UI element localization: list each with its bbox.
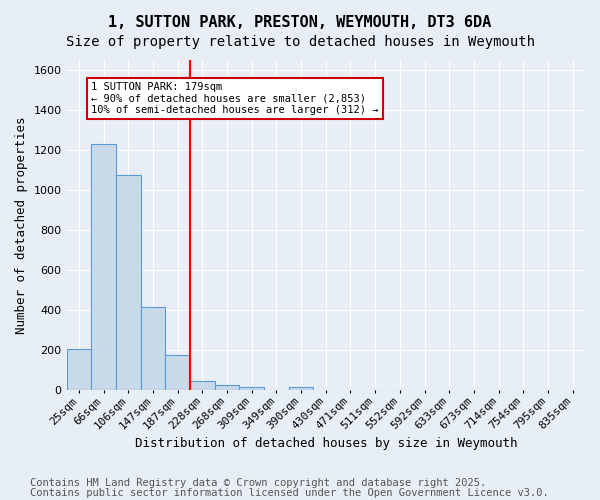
Bar <box>289 387 313 390</box>
Bar <box>91 144 116 390</box>
Bar <box>140 307 165 390</box>
Bar <box>215 385 239 390</box>
X-axis label: Distribution of detached houses by size in Weymouth: Distribution of detached houses by size … <box>134 437 517 450</box>
Bar <box>165 355 190 390</box>
Text: Size of property relative to detached houses in Weymouth: Size of property relative to detached ho… <box>65 35 535 49</box>
Bar <box>239 387 264 390</box>
Text: 1, SUTTON PARK, PRESTON, WEYMOUTH, DT3 6DA: 1, SUTTON PARK, PRESTON, WEYMOUTH, DT3 6… <box>109 15 491 30</box>
Text: 1 SUTTON PARK: 179sqm
← 90% of detached houses are smaller (2,853)
10% of semi-d: 1 SUTTON PARK: 179sqm ← 90% of detached … <box>91 82 379 115</box>
Y-axis label: Number of detached properties: Number of detached properties <box>15 116 28 334</box>
Text: Contains HM Land Registry data © Crown copyright and database right 2025.: Contains HM Land Registry data © Crown c… <box>30 478 486 488</box>
Bar <box>190 381 215 390</box>
Bar <box>116 175 140 390</box>
Text: Contains public sector information licensed under the Open Government Licence v3: Contains public sector information licen… <box>30 488 549 498</box>
Bar <box>67 349 91 390</box>
